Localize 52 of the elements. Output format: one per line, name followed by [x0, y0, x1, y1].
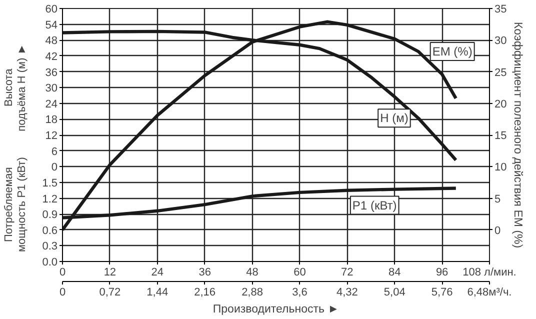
- y-tick-label: 60: [45, 4, 58, 16]
- y3-tick-label: 0.3: [42, 240, 58, 253]
- y2-tick-label: 35: [494, 4, 507, 16]
- x2-tick-label: 5,76: [431, 286, 453, 298]
- x-tick-label: 24: [151, 266, 164, 278]
- x-tick-label: 12: [104, 266, 116, 278]
- y3-tick-label: 1.2: [42, 193, 58, 206]
- y2-axis-title: Коэффициент полезного действия ЕМ (%): [512, 22, 524, 248]
- y3-tick-label: 0.6: [42, 224, 58, 237]
- x-tick-label: 84: [388, 266, 401, 278]
- x-tick-label: 0: [59, 266, 66, 278]
- y2-tick-label: 30: [494, 35, 507, 48]
- y-tick-label: 36: [45, 66, 58, 79]
- y-tick-label: 0: [51, 162, 58, 174]
- x2-tick-label: 2,16: [194, 286, 216, 298]
- x-tick-label: 108 л/мин.: [462, 266, 516, 278]
- y-tick-label: 18: [45, 114, 58, 126]
- series-label: P1 (кВт): [352, 198, 397, 212]
- y-tick-label: 54: [45, 19, 58, 32]
- y-tick-label: 42: [45, 50, 58, 63]
- x2-tick-label: 3,6: [292, 286, 308, 298]
- x2-tick-label: 4,32: [336, 286, 358, 298]
- x-tick-label: 96: [436, 266, 448, 278]
- y3-tick-label: 1.5: [42, 177, 58, 190]
- y-tick-label: 12: [45, 130, 58, 142]
- series-label: ЕМ (%): [432, 44, 472, 59]
- x2-tick-label: 5,04: [384, 286, 406, 298]
- x-axis-title: Производительность ►: [212, 304, 340, 316]
- y3-tick-label: 0.9: [42, 209, 58, 222]
- y-tick-label: 6: [51, 146, 58, 158]
- y3-axis-title: Потребляемая мощность P1 (кВт): [3, 157, 28, 252]
- y2-tick-label: 25: [494, 66, 507, 79]
- x2-tick-label: 1,44: [146, 286, 168, 298]
- x-tick-label: 60: [294, 266, 306, 278]
- y3-tick-label: 0.0: [42, 256, 58, 268]
- y2-tick-label: 20: [494, 98, 507, 110]
- x2-tick-label: 0,72: [99, 286, 121, 298]
- y2-tick-label: 15: [494, 130, 507, 142]
- y-axis-title: Высота подъёма H (м) ►: [3, 44, 28, 132]
- y-tick-label: 30: [45, 82, 58, 95]
- x-tick-label: 72: [341, 266, 354, 278]
- y2-tick-label: 10: [494, 162, 507, 174]
- y-tick-label: 24: [45, 98, 58, 110]
- x2-tick-label: 6,48м³/ч.: [467, 286, 512, 298]
- series-label: H (м): [380, 111, 408, 126]
- y-tick-label: 48: [45, 35, 58, 48]
- x2-tick-label: 2,88: [242, 286, 263, 298]
- x2-tick-label: 0: [59, 286, 66, 298]
- y2-tick-label: 5: [494, 193, 501, 206]
- y2-tick-label: 0: [494, 224, 501, 237]
- x-tick-label: 36: [198, 266, 211, 278]
- x-tick-label: 48: [246, 266, 258, 278]
